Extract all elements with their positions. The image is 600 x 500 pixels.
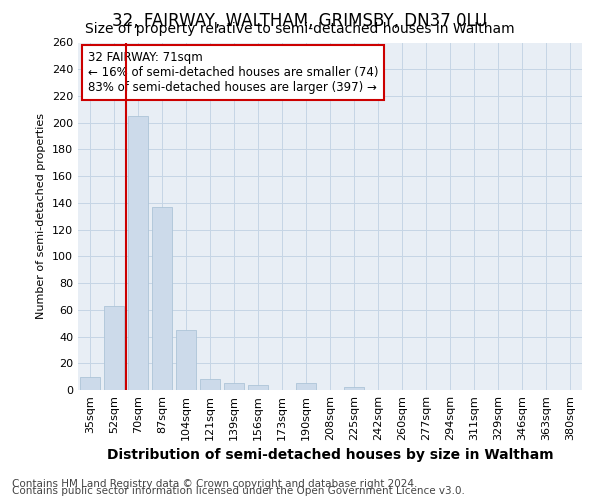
Text: Size of property relative to semi-detached houses in Waltham: Size of property relative to semi-detach… — [85, 22, 515, 36]
Y-axis label: Number of semi-detached properties: Number of semi-detached properties — [37, 114, 46, 320]
Text: Contains public sector information licensed under the Open Government Licence v3: Contains public sector information licen… — [12, 486, 465, 496]
Bar — [80, 376, 100, 390]
Bar — [224, 384, 244, 390]
Bar — [128, 116, 148, 390]
Text: 32 FAIRWAY: 71sqm
← 16% of semi-detached houses are smaller (74)
83% of semi-det: 32 FAIRWAY: 71sqm ← 16% of semi-detached… — [88, 51, 379, 94]
Bar — [296, 384, 316, 390]
Text: 32, FAIRWAY, WALTHAM, GRIMSBY, DN37 0LU: 32, FAIRWAY, WALTHAM, GRIMSBY, DN37 0LU — [112, 12, 488, 30]
Bar — [176, 330, 196, 390]
Bar — [104, 306, 124, 390]
X-axis label: Distribution of semi-detached houses by size in Waltham: Distribution of semi-detached houses by … — [107, 448, 553, 462]
Bar — [152, 207, 172, 390]
Bar — [344, 388, 364, 390]
Text: Contains HM Land Registry data © Crown copyright and database right 2024.: Contains HM Land Registry data © Crown c… — [12, 479, 418, 489]
Bar — [248, 384, 268, 390]
Bar — [200, 380, 220, 390]
